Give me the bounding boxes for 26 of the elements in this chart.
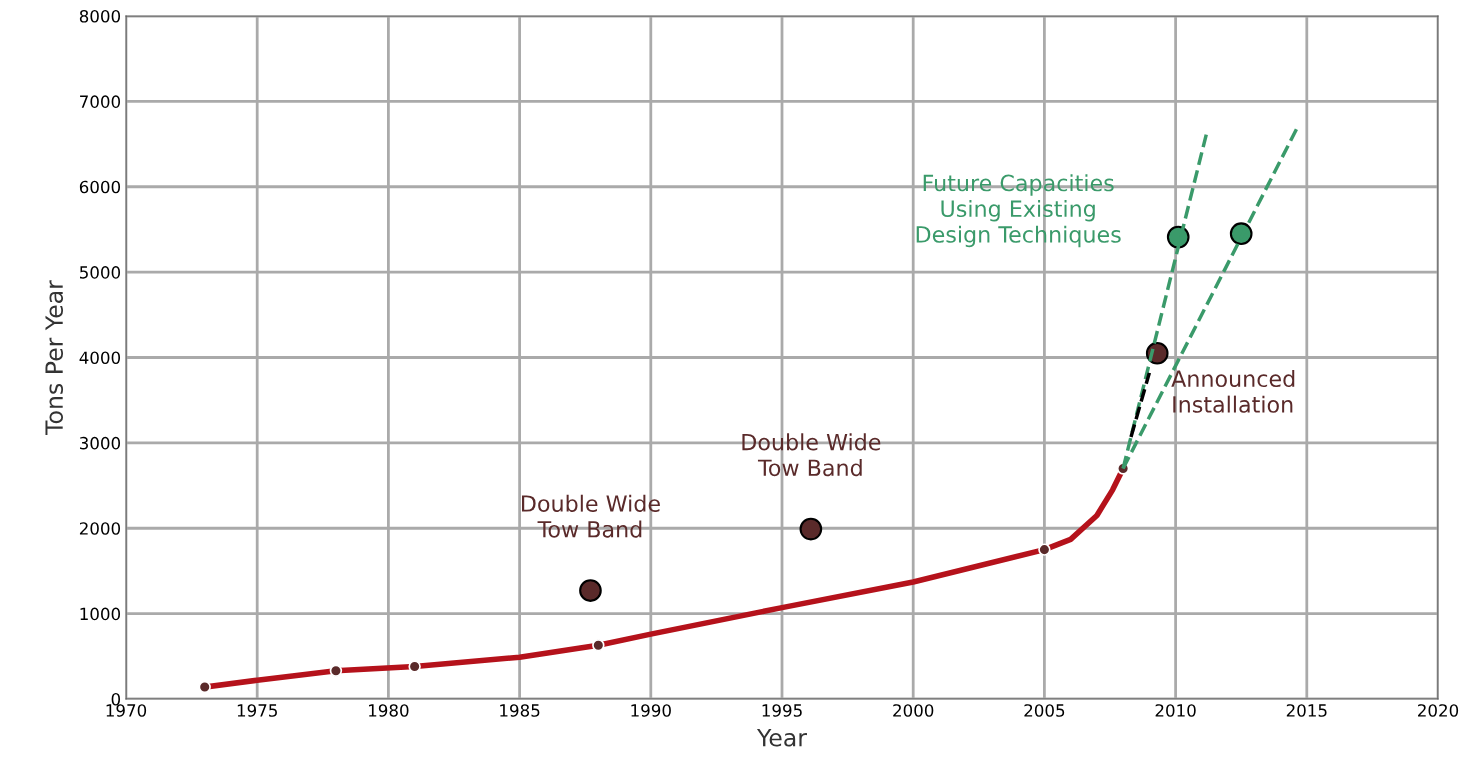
x-tick-label: 1990 [631,704,671,717]
x-tick-label: 2020 [1418,704,1459,717]
annotation: Announced Installation [1171,369,1295,413]
y-tick-label: 3000 [79,436,121,450]
y-tick-label: 5000 [80,266,121,279]
annotation: Double Wide Tow Band [742,433,881,477]
y-tick-label: 0 [111,692,121,706]
x-tick-label: 1975 [237,704,277,717]
y-tick-label: 7000 [80,95,121,108]
x-tick-label: 2015 [1286,704,1327,717]
x-axis-title: Year [756,729,807,747]
x-tick-label: 2000 [893,704,934,717]
y-tick-label: 6000 [79,180,121,194]
y-tick-label: 2000 [79,522,121,535]
x-tick-label: 1985 [500,704,540,717]
x-tick-label: 1980 [369,704,409,717]
x-tick-label: 1995 [762,704,802,717]
y-tick-label: 1000 [80,607,121,621]
x-tick-label: 2010 [1155,704,1196,717]
annotation: Double Wide Tow Band [522,494,660,538]
y-axis-title: Tons Per Year [45,280,64,435]
y-tick-label: 4000 [79,351,121,365]
y-tick-label: 8000 [79,9,121,23]
x-tick-label: 1970 [106,704,147,717]
annotation: Future Capacities Using Existing Design Techniques [916,174,1121,248]
x-tick-label: 2005 [1024,704,1065,717]
